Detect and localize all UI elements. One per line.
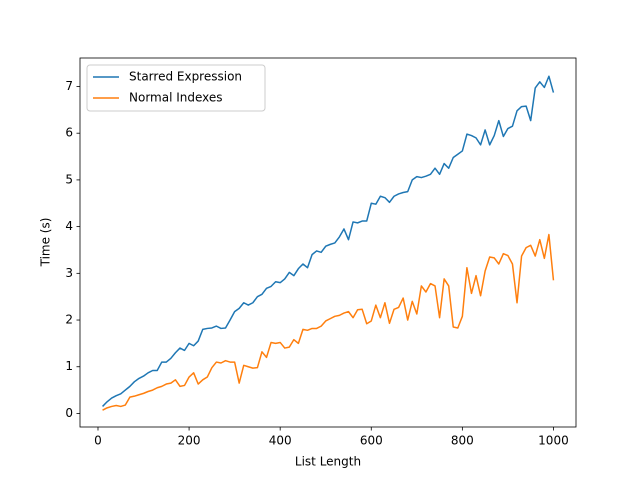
y-axis-label: Time (s)	[39, 218, 53, 268]
series-line	[102, 233, 555, 411]
y-tick-label: 0	[65, 406, 73, 420]
y-tick-label: 7	[65, 79, 73, 93]
x-axis-label: List Length	[295, 455, 361, 469]
x-tick-label: 200	[178, 434, 201, 448]
series-line	[102, 75, 555, 407]
legend-label: Normal Indexes	[129, 91, 223, 105]
x-tick-label: 1000	[538, 434, 569, 448]
x-tick-label: 800	[451, 434, 474, 448]
y-tick-label: 2	[65, 313, 73, 327]
y-tick-label: 6	[65, 126, 73, 140]
x-tick-label: 600	[360, 434, 383, 448]
y-tick-label: 5	[65, 172, 73, 186]
x-tick-label: 0	[94, 434, 102, 448]
y-tick-label: 4	[65, 219, 73, 233]
y-tick-label: 3	[65, 266, 73, 280]
x-tick-label: 400	[269, 434, 292, 448]
y-tick-label: 1	[65, 359, 73, 373]
legend-label: Starred Expression	[129, 70, 242, 84]
plot-frame	[79, 57, 577, 428]
legend-box	[86, 64, 266, 112]
